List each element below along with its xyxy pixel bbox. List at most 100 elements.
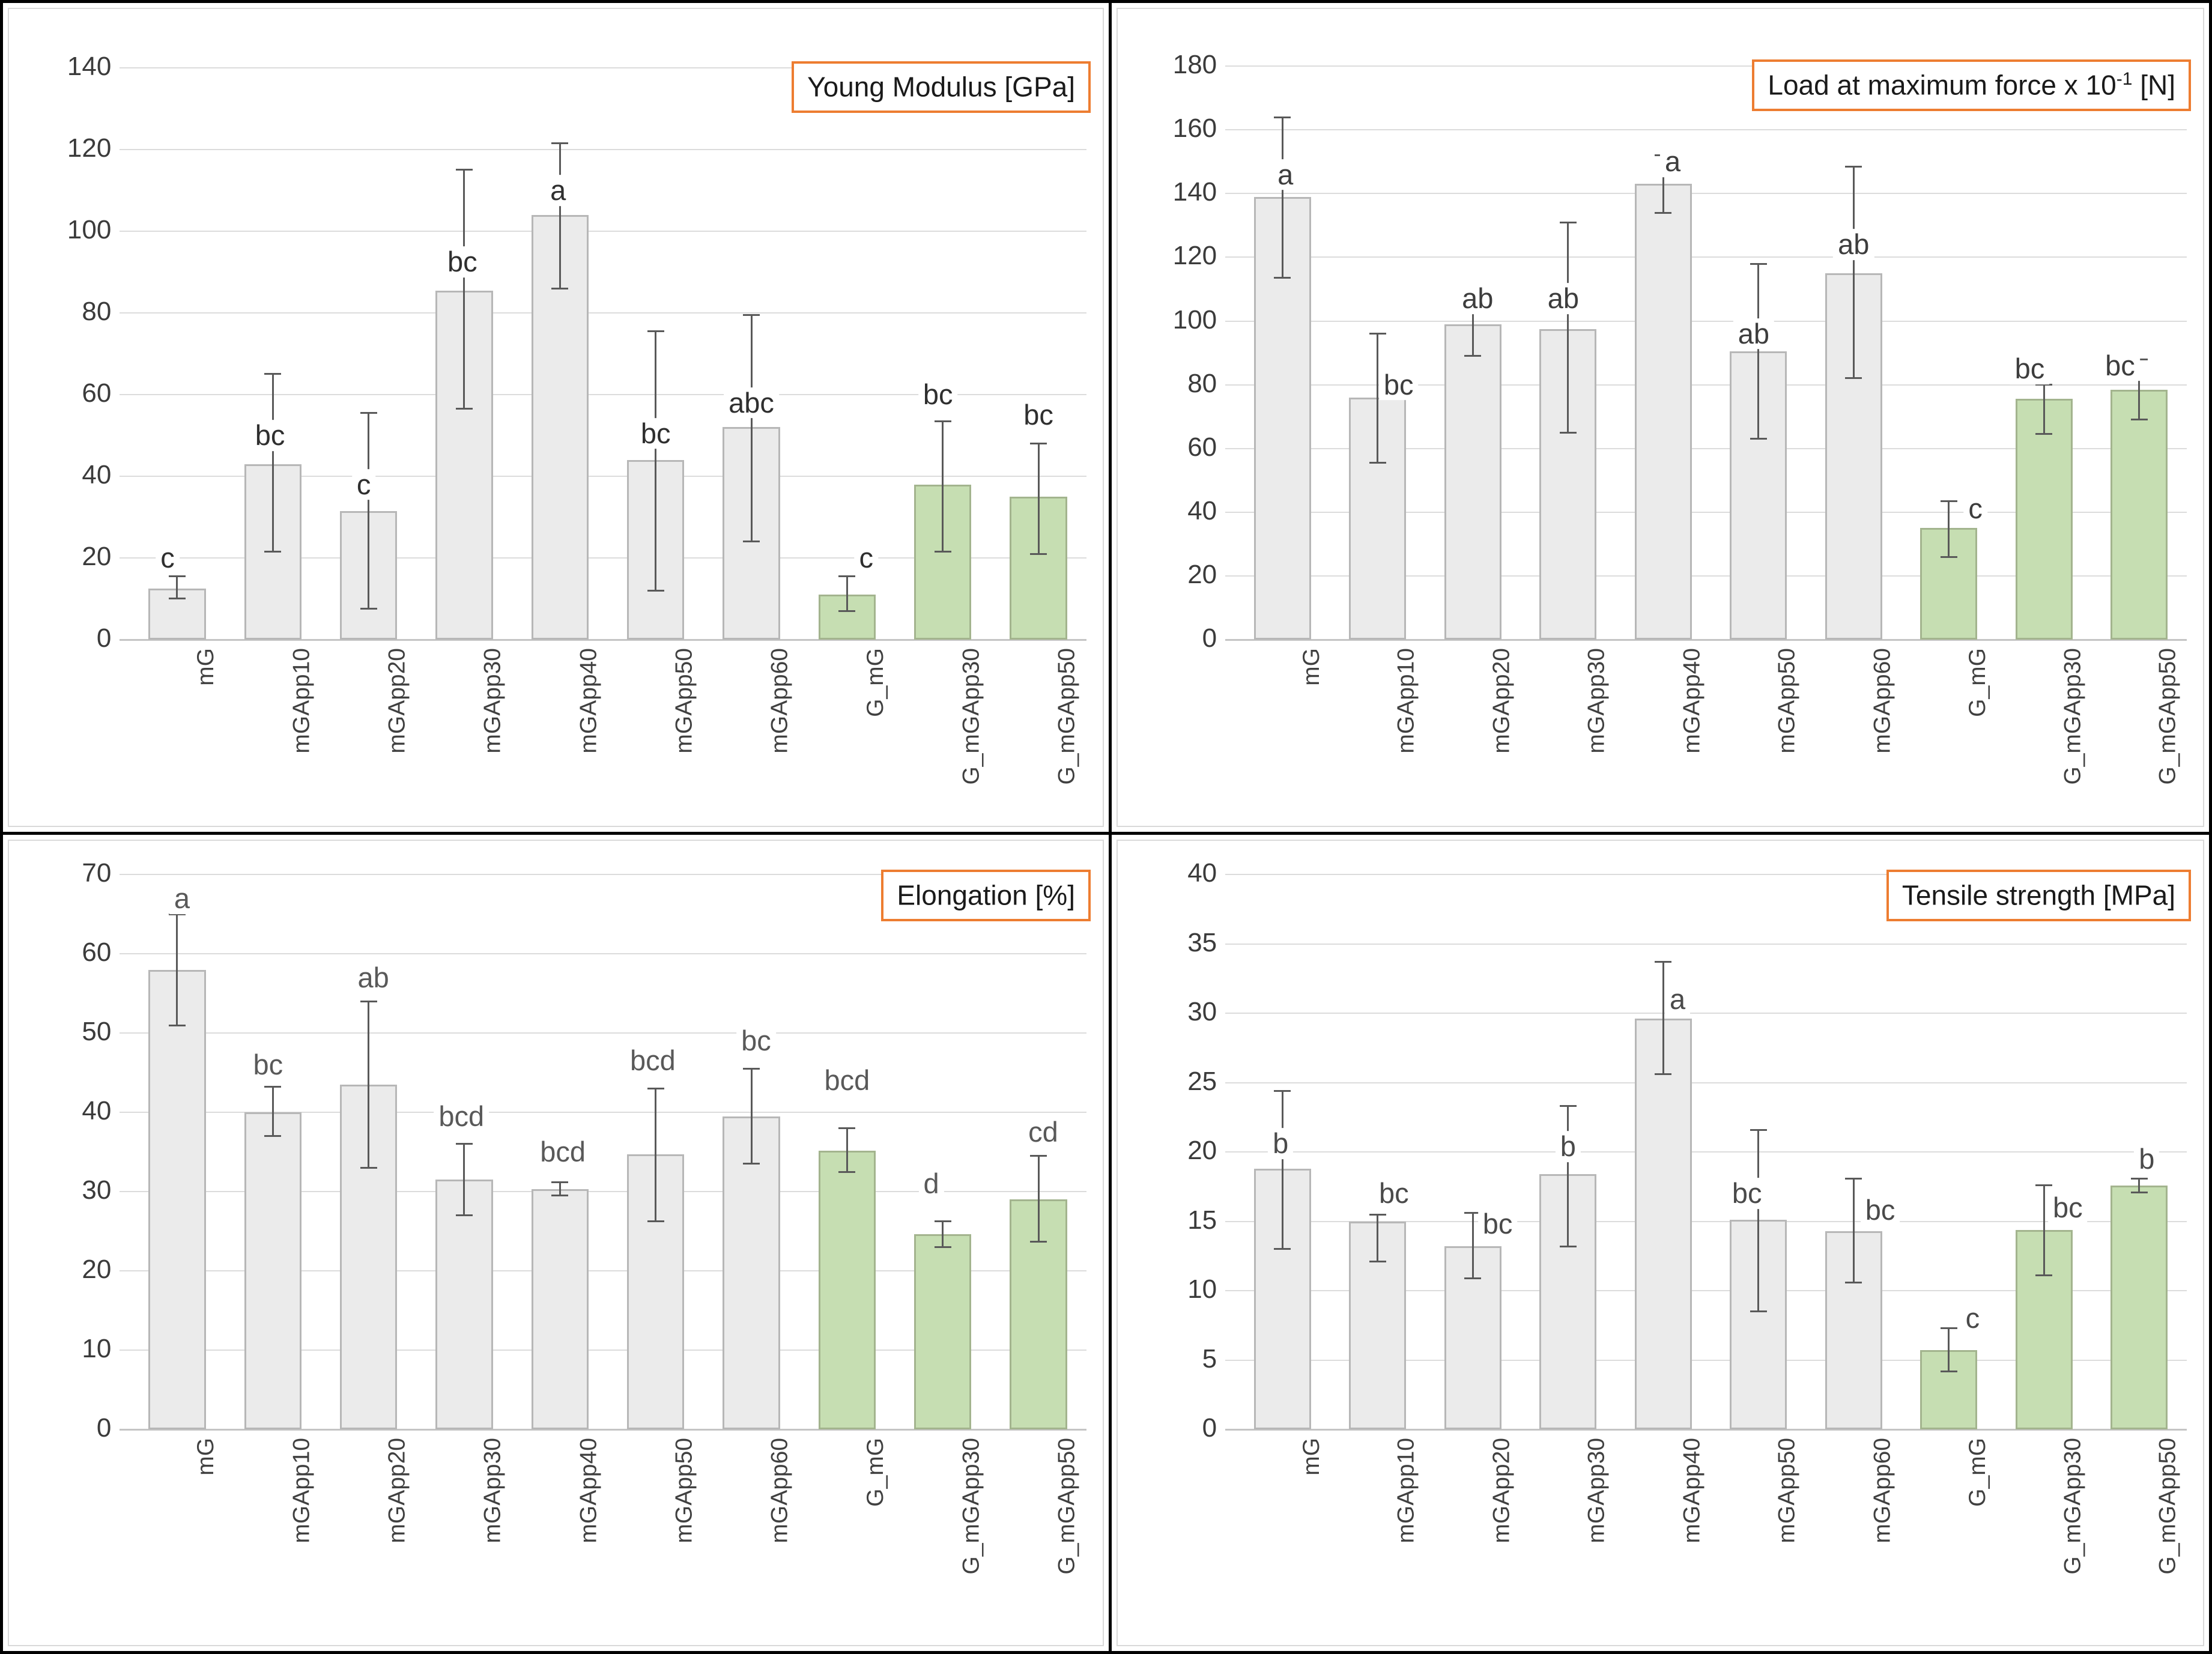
error-bar-cap-bottom — [1845, 377, 1862, 380]
significance-letter: bc — [1378, 369, 1419, 401]
error-bar-line — [655, 331, 657, 591]
error-bar-cap-top — [2130, 1177, 2148, 1180]
chart-title-text: Young Modulus [GPa] — [807, 71, 1075, 103]
cell-young-modulus: Young Modulus [GPa] 0 20 40 60 80 100 120 140 c m… — [3, 3, 1109, 832]
y-tick-label: 20 — [1187, 1136, 1217, 1166]
bar-G_mGApp30 — [2015, 1229, 2073, 1430]
x-axis-line — [1225, 1429, 2187, 1431]
gridline — [120, 393, 1086, 395]
x-axis-line — [1225, 638, 2187, 641]
error-bar-cap-bottom — [1559, 1245, 1577, 1247]
significance-letter: bcd — [819, 1065, 875, 1097]
cell-load-max-force: Load at maximum force x 10-1 [N] 0 20 40 60… — [1112, 3, 2209, 832]
error-bar-cap-top — [1274, 1090, 1291, 1092]
significance-letter: bc — [442, 246, 482, 277]
error-bar-cap-bottom — [1559, 431, 1577, 434]
error-bar-cap-bottom — [2130, 419, 2148, 421]
error-bar-cap-bottom — [1274, 277, 1291, 279]
error-bar-cap-top — [264, 373, 282, 375]
x-axis-line — [120, 638, 1086, 641]
bar-mGApp40 — [1634, 184, 1692, 640]
gridline — [120, 475, 1086, 477]
error-bar-cap-bottom — [264, 551, 282, 553]
x-axis-label: mG — [192, 647, 219, 686]
error-bar-cap-top — [551, 142, 569, 145]
bar-mGApp20 — [1444, 324, 1501, 640]
bar-G_mGApp50 — [2110, 1185, 2168, 1430]
significance-letter: bc — [1727, 1178, 1767, 1210]
x-axis-label: G_mG — [1964, 1438, 1990, 1507]
error-bar-cap-top — [2035, 384, 2053, 386]
error-bar-line — [176, 914, 178, 1025]
x-axis-label: mGApp30 — [1583, 1438, 1610, 1543]
chart-title-tensile-strength: Tensile strength [MPa] — [1886, 870, 2191, 922]
gridline — [120, 1350, 1086, 1351]
error-bar-cap-top — [1559, 221, 1577, 223]
y-tick-label: 0 — [96, 623, 112, 653]
y-tick-label: 5 — [1202, 1343, 1217, 1374]
significance-letter: bcd — [625, 1045, 680, 1077]
x-axis-line — [120, 1429, 1086, 1431]
error-bar-cap-bottom — [743, 1163, 760, 1165]
significance-letter: bc — [736, 1025, 776, 1057]
error-bar-cap-bottom — [1464, 355, 1482, 357]
error-bar-line — [559, 1182, 561, 1196]
error-bar-cap-top — [1369, 333, 1386, 335]
y-tick-label: 70 — [82, 858, 112, 888]
gridline — [1225, 193, 2187, 195]
x-axis-label: G_mGApp50 — [2154, 1438, 2181, 1575]
gridline — [120, 874, 1086, 876]
gridline — [1225, 1082, 2187, 1083]
bar-G_mG — [818, 1150, 876, 1430]
y-tick-label: 10 — [82, 1334, 112, 1364]
error-bar-line — [2138, 359, 2141, 420]
error-bar-cap-top — [1030, 1155, 1047, 1157]
significance-letter: c — [156, 542, 180, 574]
error-bar-cap-top — [168, 575, 186, 578]
y-tick-label: 80 — [82, 296, 112, 326]
error-bar-line — [1757, 264, 1760, 439]
error-bar-cap-bottom — [551, 287, 569, 289]
error-bar-line — [1852, 166, 1855, 378]
x-axis-label: G_mG — [862, 647, 889, 717]
chart-panel-tensile-strength: Tensile strength [MPa] 0 5 10 15 20 25 30 35 40 b… — [1117, 840, 2204, 1646]
bar-mGApp40 — [1634, 1019, 1692, 1430]
chart-title-load-max-force: Load at maximum force x 10-1 [N] — [1752, 59, 2191, 112]
significance-letter: bc — [918, 379, 958, 410]
error-bar-line — [1377, 1214, 1379, 1262]
x-axis-label: mGApp50 — [671, 1438, 697, 1543]
error-bar-cap-top — [1750, 262, 1767, 265]
significance-letter: c — [1963, 493, 1987, 525]
x-axis-label: mGApp30 — [1583, 647, 1610, 754]
gridline — [1225, 575, 2187, 577]
error-bar-line — [368, 1001, 370, 1168]
x-axis-label: mGApp60 — [1869, 1438, 1895, 1543]
x-axis-label: mGApp50 — [1774, 1438, 1800, 1543]
gridline — [120, 1112, 1086, 1113]
error-bar-cap-top — [838, 575, 856, 578]
error-bar-cap-bottom — [1464, 1277, 1482, 1279]
y-tick-label: 30 — [1187, 997, 1217, 1027]
x-axis-label: mGApp10 — [1393, 1438, 1419, 1543]
x-axis-label: G_mGApp30 — [2059, 1438, 2086, 1575]
bar-mG — [148, 969, 206, 1430]
error-bar-cap-bottom — [168, 1024, 186, 1026]
gridline — [1225, 1359, 2187, 1361]
error-bar-cap-top — [455, 169, 473, 171]
x-axis-label: G_mGApp50 — [2154, 647, 2181, 785]
error-bar-cap-bottom — [647, 1220, 664, 1222]
gridline — [1225, 943, 2187, 945]
bar-G_mGApp30 — [2015, 399, 2073, 640]
significance-letter: bcd — [535, 1136, 590, 1168]
error-bar-line — [942, 421, 944, 552]
error-bar-cap-top — [264, 1086, 282, 1088]
y-tick-label: 0 — [1202, 1413, 1217, 1443]
error-bar-cap-top — [360, 412, 377, 414]
error-bar-cap-top — [1940, 1327, 1957, 1330]
error-bar-line — [1281, 1091, 1283, 1249]
gridline — [1225, 384, 2187, 386]
y-tick-label: 25 — [1187, 1066, 1217, 1096]
error-bar-line — [1852, 1178, 1855, 1283]
y-tick-label: 50 — [82, 1017, 112, 1047]
